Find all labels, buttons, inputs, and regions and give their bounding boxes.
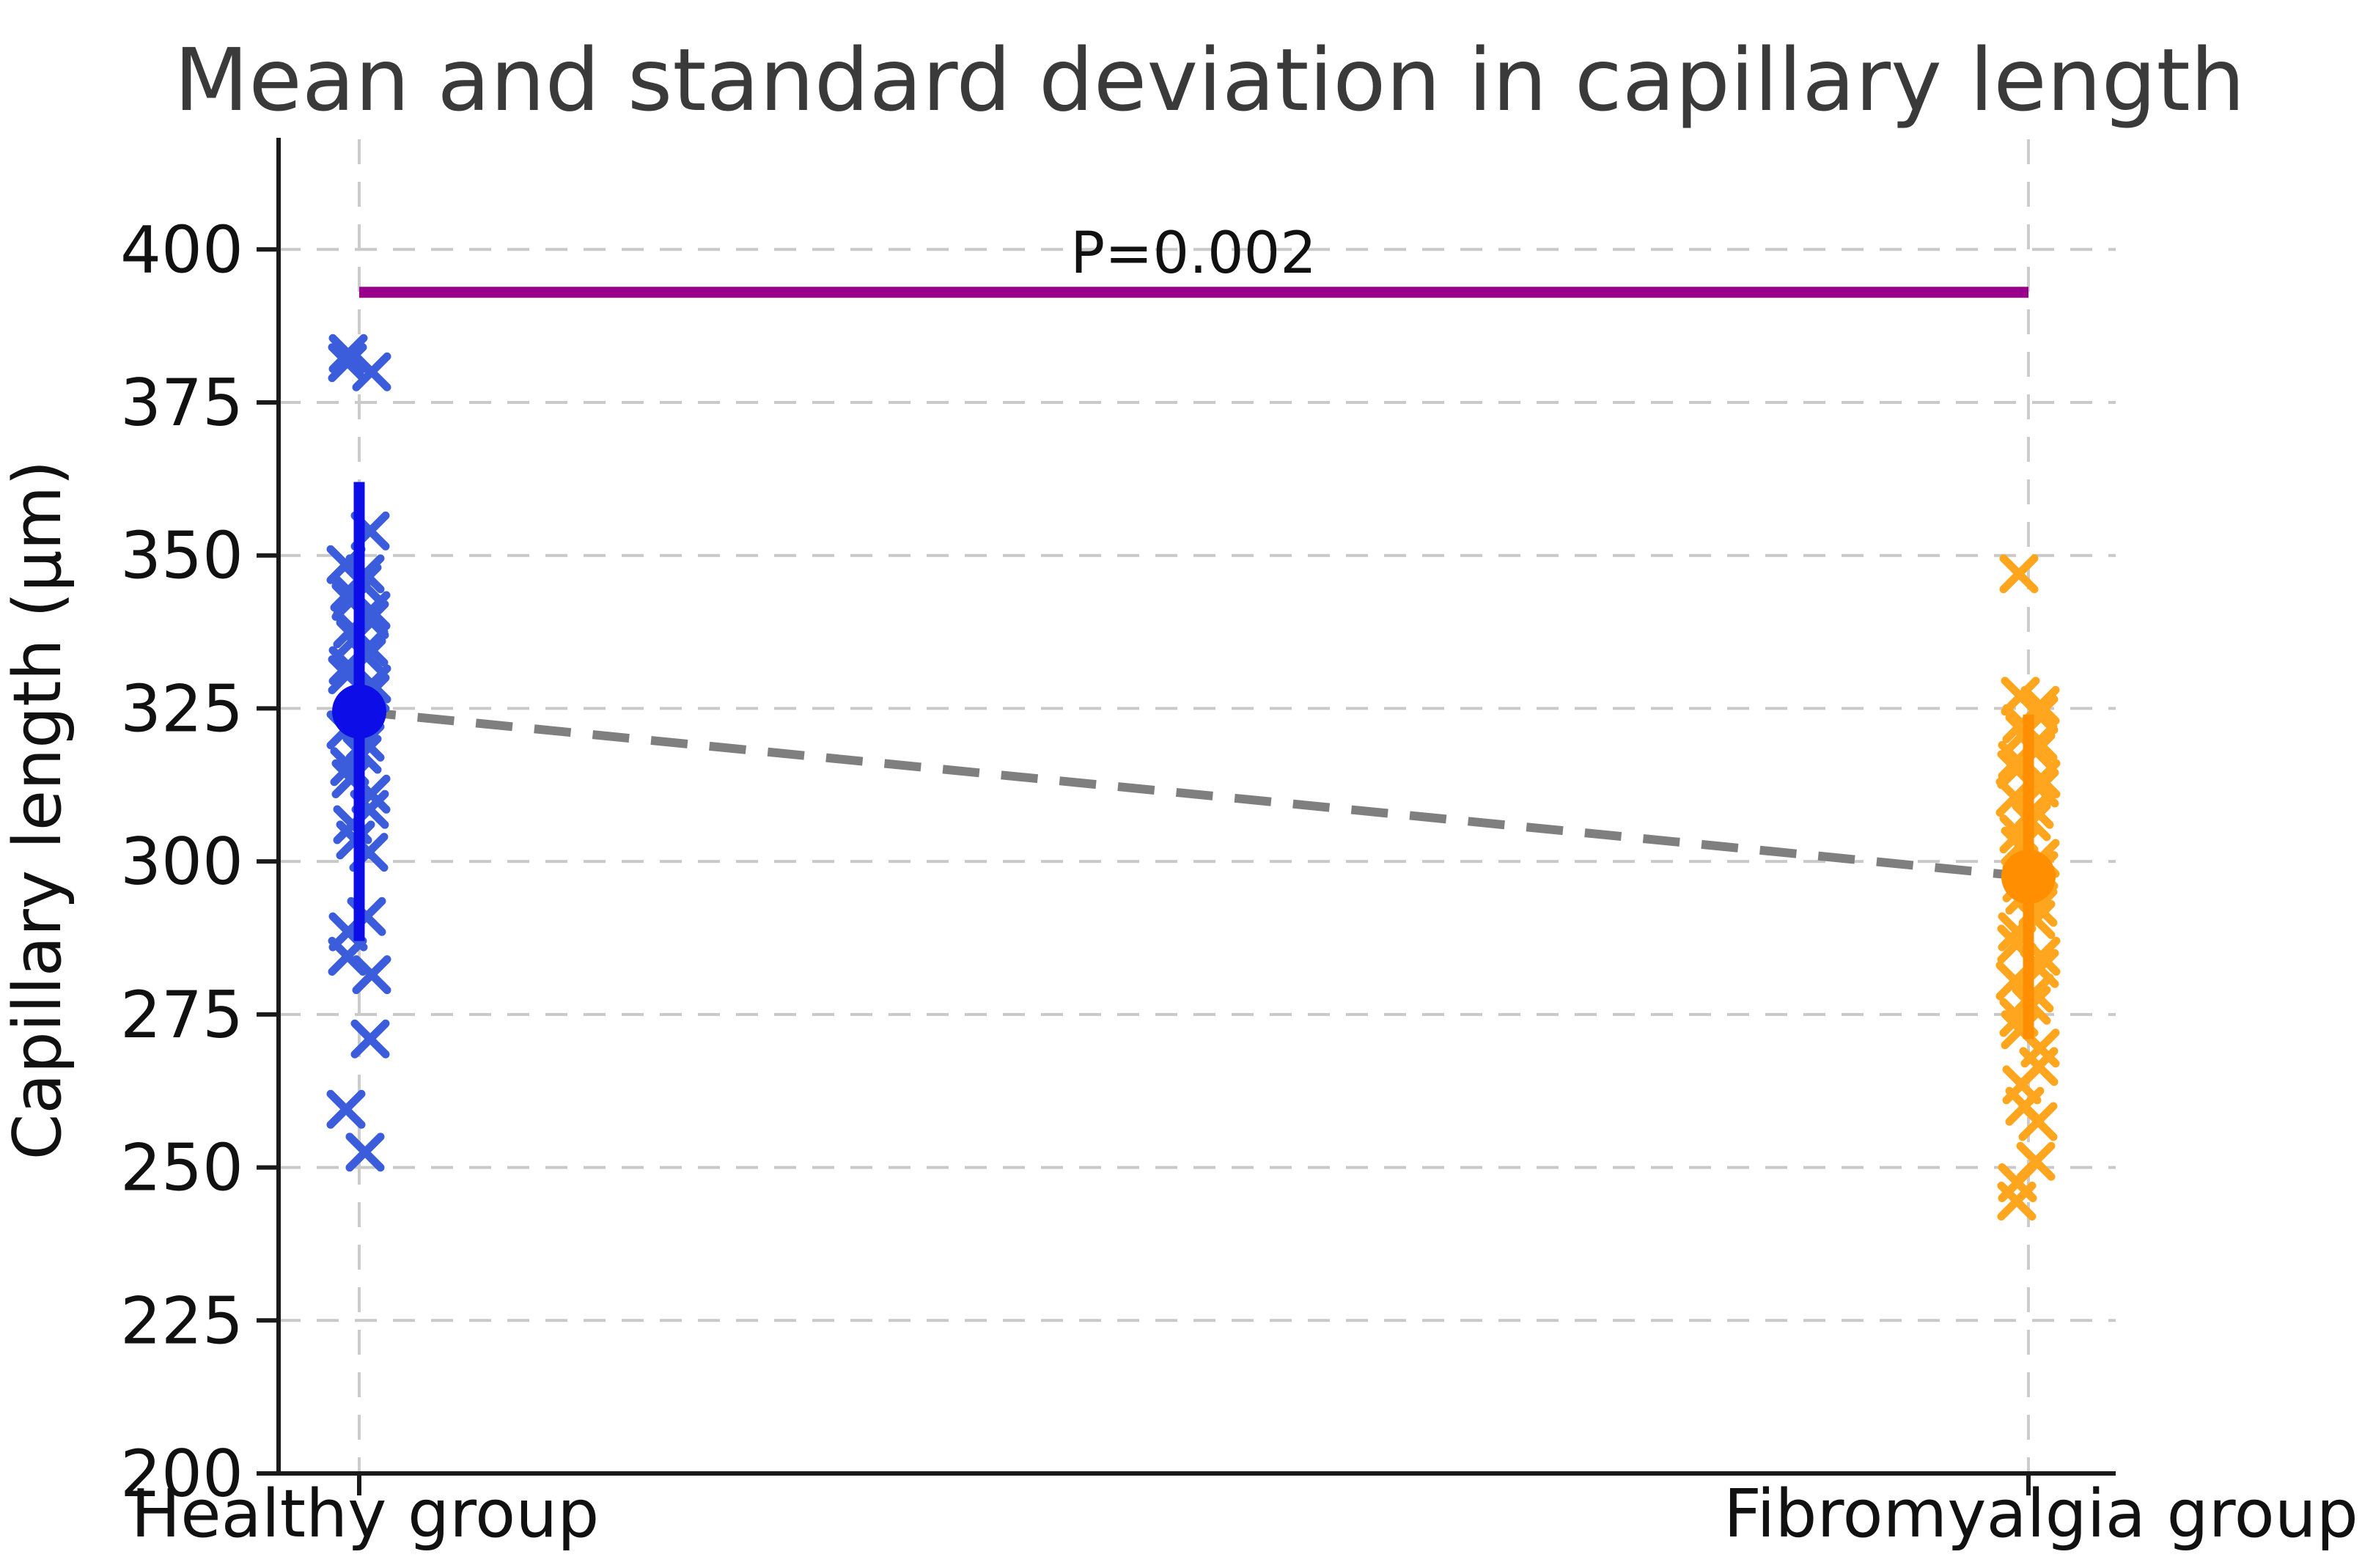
scatter-points-layer bbox=[326, 334, 2061, 1221]
y-tick-label-275: 275 bbox=[120, 977, 243, 1053]
scatter-point-healthy bbox=[345, 1133, 385, 1172]
y-axis-title: Capillary length (μm) bbox=[0, 460, 76, 1160]
scatter-point-healthy bbox=[328, 937, 367, 976]
scatter-point-fibromyalgia bbox=[2018, 1102, 2058, 1141]
scatter-point-fibromyalgia bbox=[1999, 554, 2039, 594]
scatter-point-fibromyalgia bbox=[1997, 1181, 2037, 1221]
scatter-point-healthy bbox=[352, 352, 391, 391]
x-category-label-healthy: Healthy group bbox=[131, 1476, 600, 1553]
y-tick-label-225: 225 bbox=[120, 1283, 243, 1358]
scatter-point-healthy bbox=[350, 1019, 390, 1059]
y-tick-label-400: 400 bbox=[120, 212, 243, 287]
y-tick-label-250: 250 bbox=[120, 1130, 243, 1206]
x-category-label-fibromyalgia: Fibromyalgia group bbox=[1723, 1476, 2358, 1553]
significance-label: P=0.002 bbox=[1070, 221, 1317, 287]
mean-point-fibromyalgia bbox=[2001, 850, 2056, 905]
mean-errorbar-layer bbox=[332, 482, 2056, 1039]
y-tick-label-300: 300 bbox=[120, 824, 243, 899]
mean-point-healthy bbox=[332, 684, 386, 739]
tick-label-layer: 200 225 250 275 300 325 350 375 400 bbox=[120, 212, 243, 1512]
y-tick-label-325: 325 bbox=[120, 671, 243, 746]
y-tick-label-375: 375 bbox=[120, 365, 243, 441]
scatter-point-healthy bbox=[326, 1089, 366, 1129]
y-tick-label-350: 350 bbox=[120, 518, 243, 594]
chart-title: Mean and standard deviation in capillary… bbox=[174, 29, 2245, 130]
y-tick-label-200: 200 bbox=[120, 1436, 243, 1512]
tick-layer bbox=[257, 247, 2031, 1495]
scatter-point-healthy bbox=[328, 343, 367, 383]
mean-connector-line bbox=[358, 707, 2029, 881]
scatter-point-healthy bbox=[352, 955, 391, 995]
grid-layer bbox=[279, 139, 2116, 1475]
